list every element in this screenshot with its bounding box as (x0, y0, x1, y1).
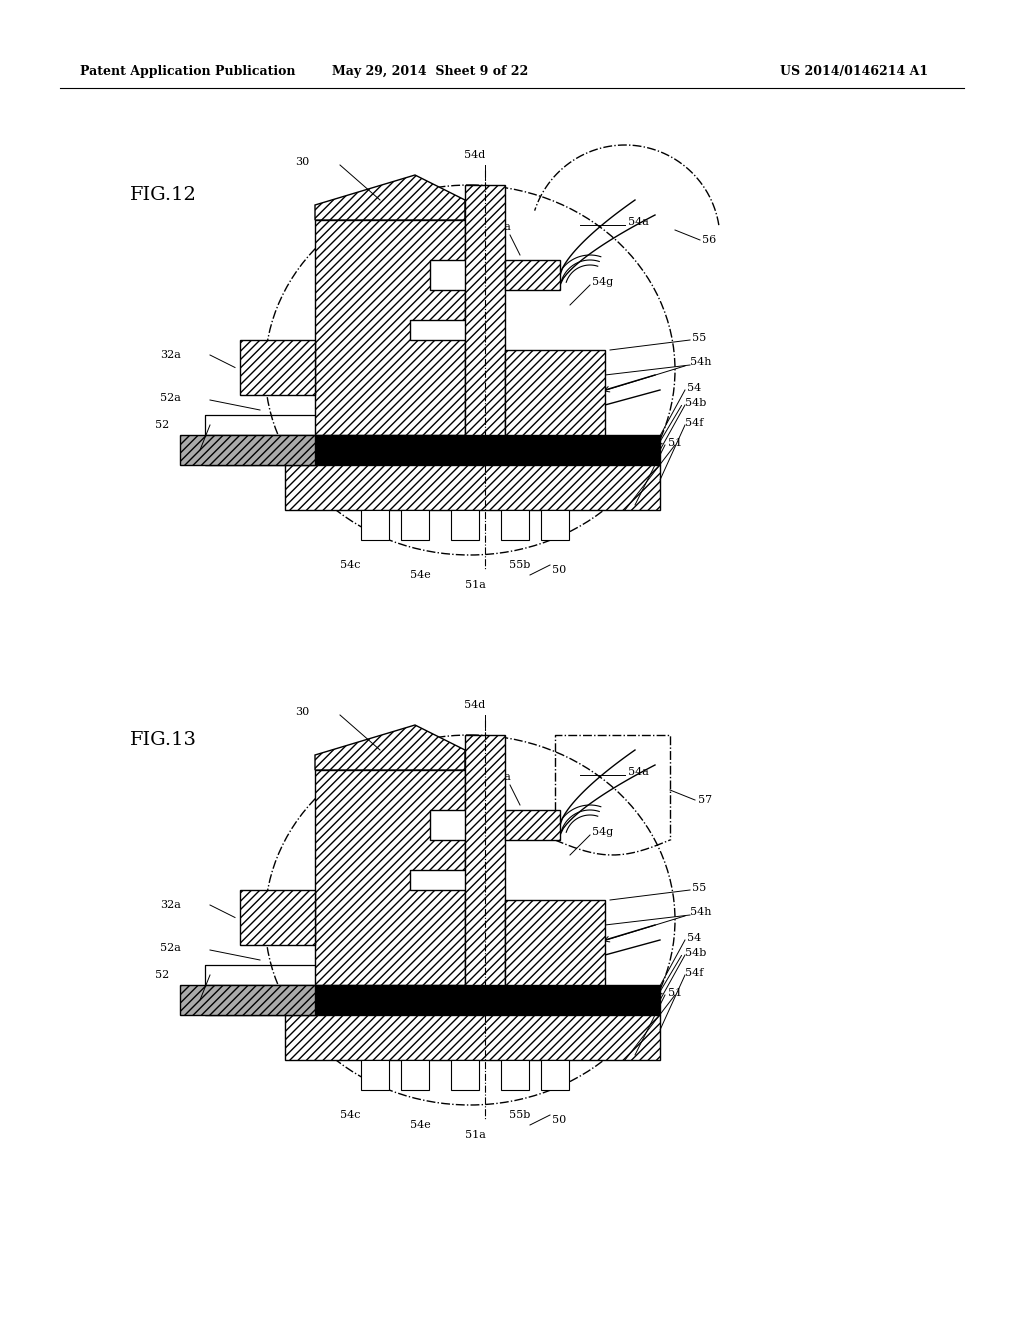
Text: FIG.12: FIG.12 (130, 186, 197, 205)
Text: 57: 57 (698, 795, 712, 805)
Polygon shape (180, 436, 315, 465)
Text: 54e: 54e (410, 570, 430, 579)
Text: 54d: 54d (464, 700, 485, 710)
Text: 56: 56 (702, 235, 716, 246)
Polygon shape (315, 725, 465, 770)
Text: 54h: 54h (690, 356, 712, 367)
Text: 54f: 54f (685, 968, 703, 978)
Polygon shape (505, 810, 560, 840)
Polygon shape (501, 1060, 529, 1090)
Polygon shape (541, 510, 569, 540)
Polygon shape (401, 510, 429, 540)
Text: 32a: 32a (160, 900, 181, 909)
Polygon shape (465, 185, 505, 436)
Text: 50: 50 (552, 565, 566, 576)
Text: 54: 54 (687, 383, 701, 393)
Polygon shape (451, 1060, 479, 1090)
Polygon shape (361, 1060, 389, 1090)
Text: 52: 52 (155, 970, 169, 979)
Polygon shape (240, 341, 315, 395)
Polygon shape (505, 350, 605, 436)
Text: 50: 50 (552, 1115, 566, 1125)
Text: 52a: 52a (160, 393, 181, 403)
Text: 54d: 54d (464, 150, 485, 160)
Polygon shape (401, 1060, 429, 1090)
Polygon shape (205, 985, 660, 1015)
Polygon shape (240, 890, 315, 945)
Text: 51: 51 (668, 987, 682, 998)
Text: US 2014/0146214 A1: US 2014/0146214 A1 (780, 66, 928, 78)
Text: 54h: 54h (690, 907, 712, 917)
Text: 52: 52 (155, 420, 169, 430)
Polygon shape (315, 220, 465, 436)
Polygon shape (501, 510, 529, 540)
Text: Patent Application Publication: Patent Application Publication (80, 66, 296, 78)
Polygon shape (505, 260, 560, 290)
Text: 54g: 54g (592, 277, 613, 286)
Polygon shape (541, 1060, 569, 1090)
Polygon shape (285, 1015, 660, 1060)
Ellipse shape (265, 185, 675, 554)
Text: 54e: 54e (410, 1119, 430, 1130)
Text: 55: 55 (692, 883, 707, 894)
Polygon shape (465, 735, 505, 985)
Text: 55: 55 (692, 333, 707, 343)
Text: 32a: 32a (160, 350, 181, 360)
Polygon shape (180, 985, 315, 1015)
Text: 52a: 52a (160, 942, 181, 953)
Polygon shape (205, 436, 660, 465)
Text: 54g: 54g (592, 828, 613, 837)
Text: 30: 30 (295, 708, 309, 717)
Polygon shape (315, 176, 465, 220)
Polygon shape (505, 900, 605, 985)
Text: 51: 51 (668, 438, 682, 447)
Text: 51a: 51a (465, 579, 485, 590)
Text: 30: 30 (295, 157, 309, 168)
Polygon shape (285, 465, 660, 510)
Text: 54f: 54f (685, 418, 703, 428)
Text: 54a: 54a (628, 216, 649, 227)
Text: May 29, 2014  Sheet 9 of 22: May 29, 2014 Sheet 9 of 22 (332, 66, 528, 78)
Ellipse shape (265, 735, 675, 1105)
Polygon shape (315, 770, 465, 985)
Text: 55a: 55a (490, 772, 511, 781)
Text: 54: 54 (687, 933, 701, 942)
Text: FIG.13: FIG.13 (130, 731, 197, 748)
Text: 54b: 54b (685, 399, 707, 408)
Text: 54c: 54c (340, 560, 360, 570)
Polygon shape (361, 510, 389, 540)
Text: 55a: 55a (490, 222, 511, 232)
Text: 54a: 54a (628, 767, 649, 777)
Text: 54c: 54c (340, 1110, 360, 1119)
Polygon shape (451, 510, 479, 540)
Text: 55b: 55b (509, 560, 530, 570)
Text: 54b: 54b (685, 948, 707, 958)
Text: 55b: 55b (509, 1110, 530, 1119)
Text: 51a: 51a (465, 1130, 485, 1140)
